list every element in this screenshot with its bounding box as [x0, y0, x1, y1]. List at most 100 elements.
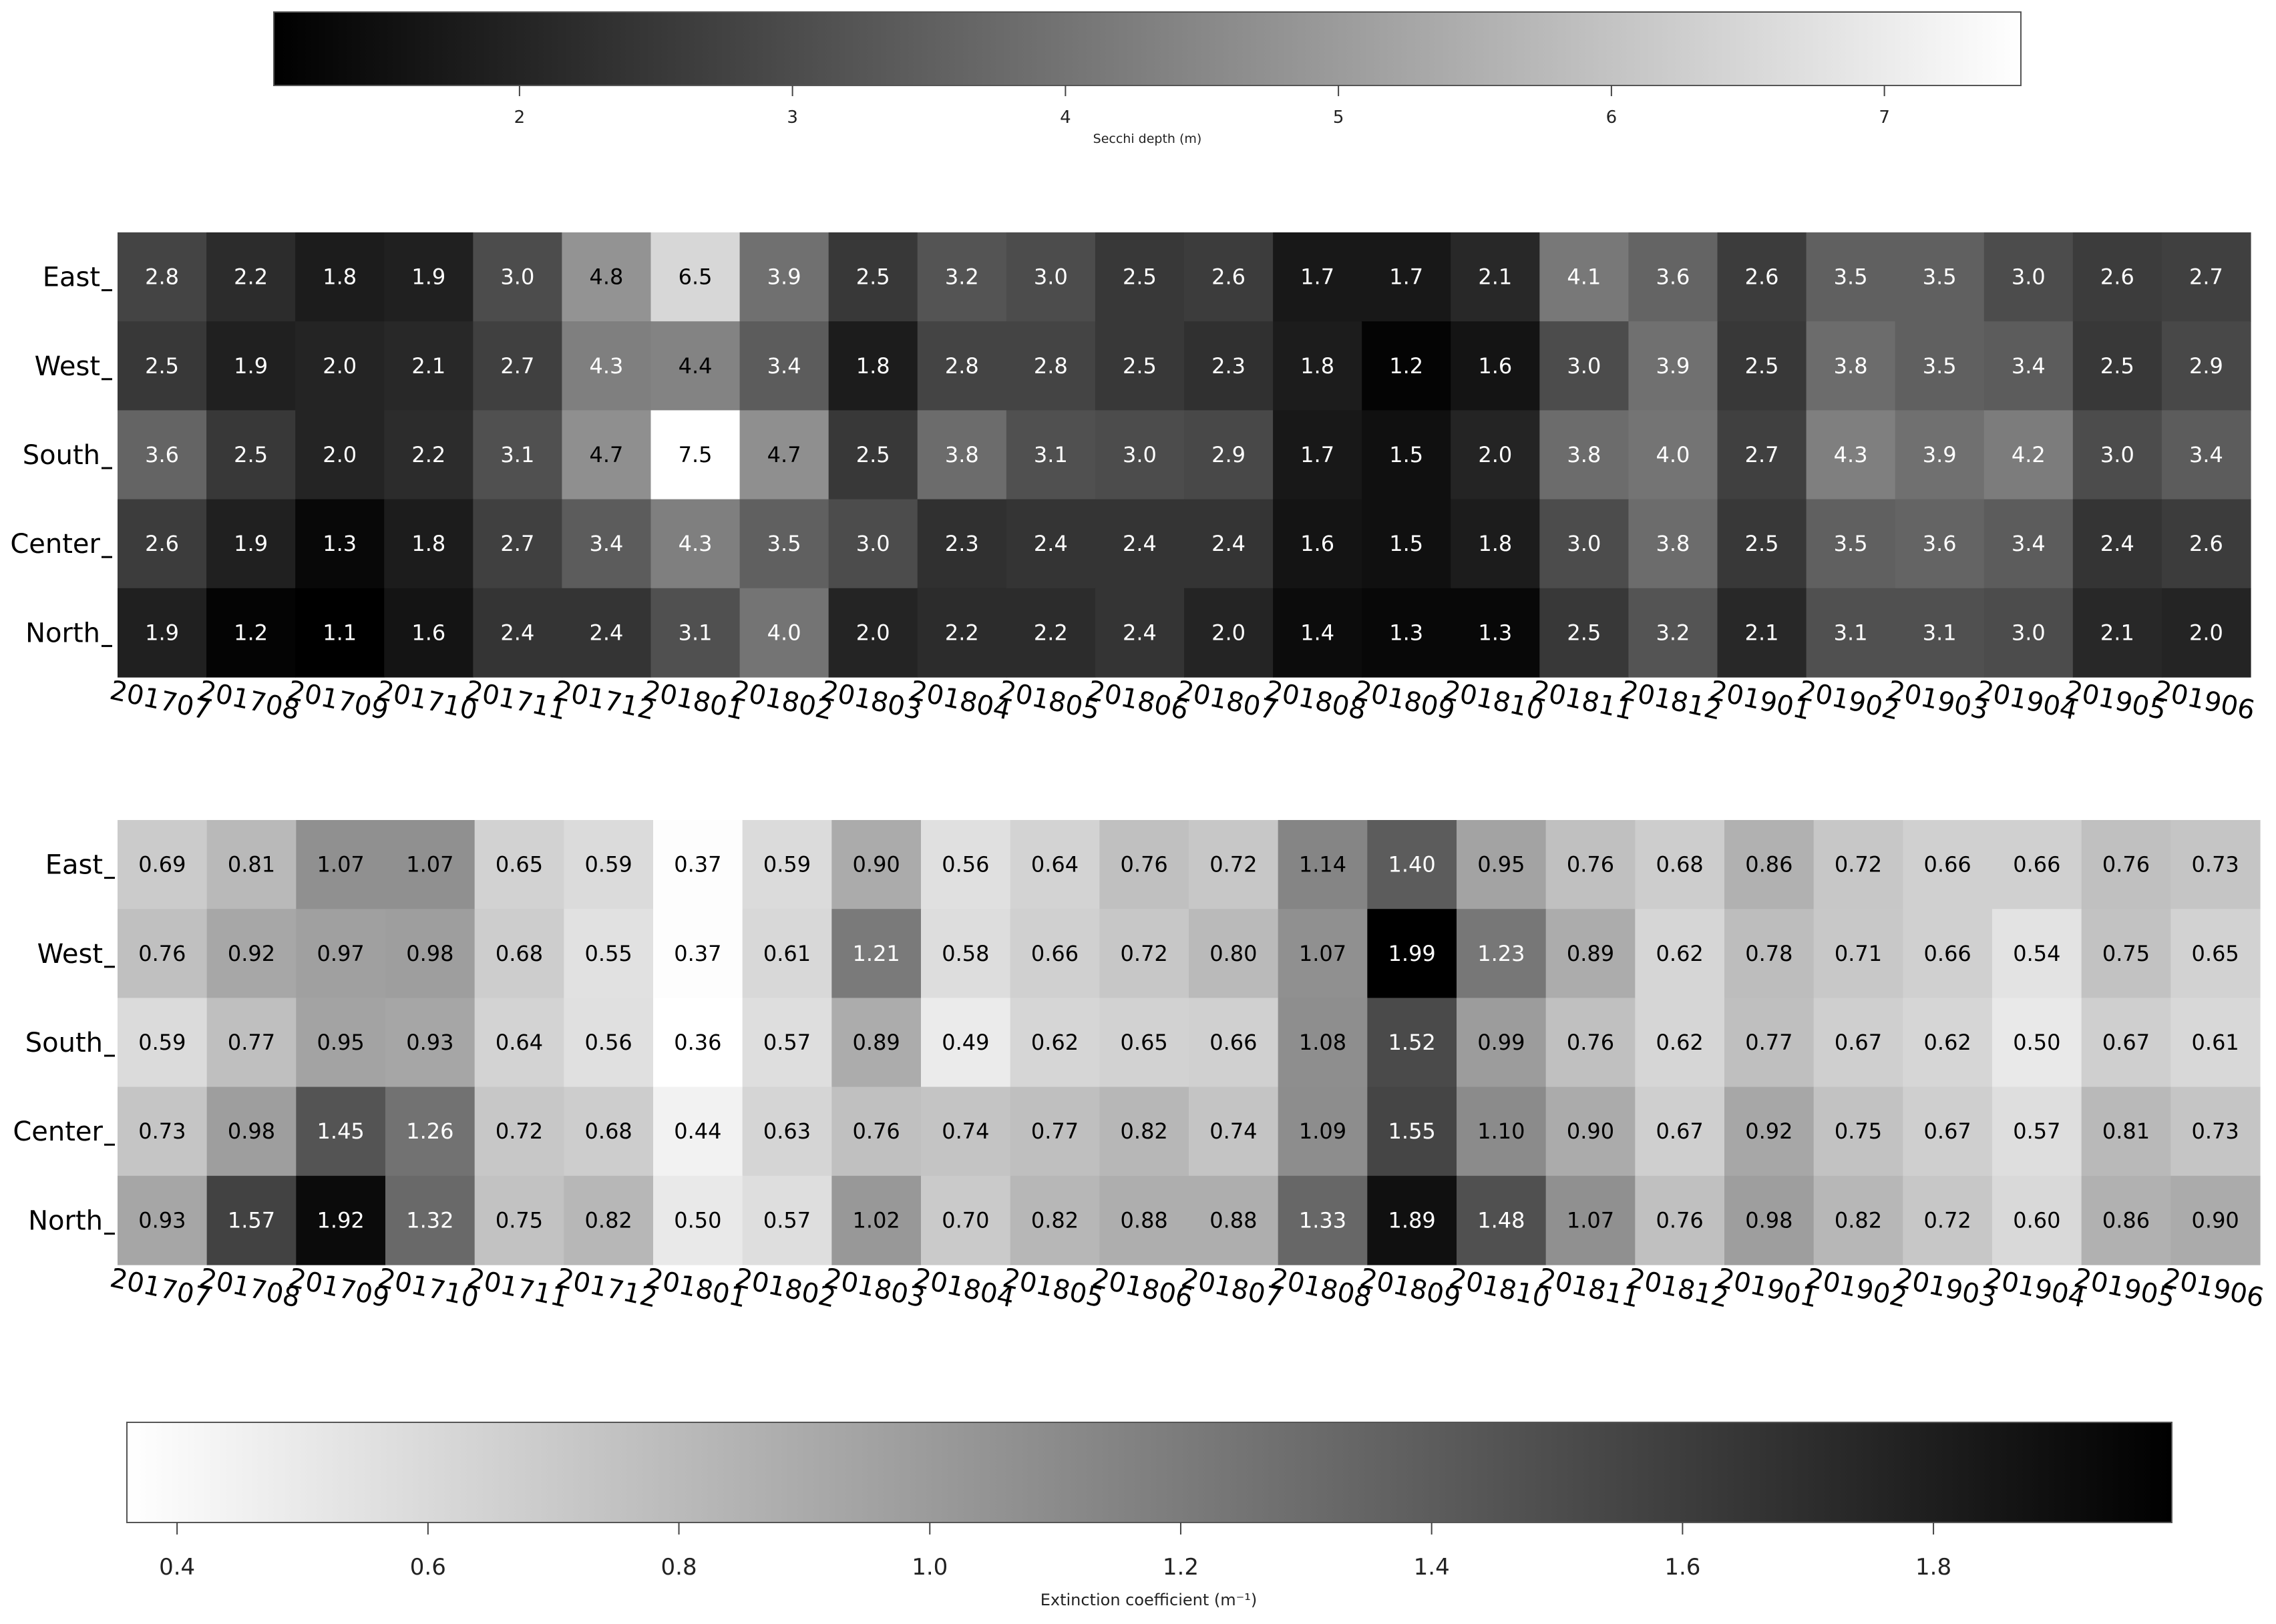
colorbar-tick-label: 1.4 [1414, 1554, 1450, 1581]
cell-value-label: 2.6 [1745, 264, 1779, 290]
cell-value-label: 1.4 [1300, 620, 1334, 645]
cell-value-label: 1.23 [1477, 941, 1525, 966]
cell-value-label: 2.7 [1745, 442, 1779, 467]
cell-value-label: 0.37 [674, 852, 721, 877]
cell-value-label: 0.55 [585, 941, 632, 966]
cell-value-label: 2.2 [945, 620, 979, 645]
cell-value-label: 2.5 [1745, 531, 1779, 556]
cell-value-label: 1.55 [1388, 1119, 1436, 1144]
cell-value-label: 1.26 [406, 1119, 453, 1144]
cell-value-label: 3.9 [767, 264, 801, 290]
cell-value-label: 0.36 [674, 1030, 721, 1055]
cell-value-label: 4.8 [590, 264, 624, 290]
cell-value-label: 0.76 [138, 941, 186, 966]
cell-value-label: 1.9 [145, 620, 179, 645]
cell-value-label: 0.86 [1745, 852, 1792, 877]
cell-value-label: 2.4 [590, 620, 624, 645]
cell-value-label: 0.77 [228, 1030, 275, 1055]
colorbar-tick-label: 1.0 [912, 1554, 948, 1581]
cell-value-label: 1.89 [1388, 1207, 1436, 1233]
cell-value-label: 0.98 [406, 941, 453, 966]
cell-value-label: 4.2 [2012, 442, 2046, 467]
cell-value-label: 0.60 [2013, 1207, 2060, 1233]
cell-value-label: 0.82 [1121, 1119, 1168, 1144]
cell-value-label: 0.72 [1835, 852, 1882, 877]
cell-value-label: 3.0 [856, 531, 890, 556]
extinction-colorbar-ticks: 0.4 0.6 0.8 1.0 1.2 1.4 1.6 1.8 [159, 1522, 1951, 1581]
extinction-colorbar-gradient [127, 1422, 2172, 1522]
cell-value-label: 1.8 [1300, 353, 1334, 379]
cell-value-label: 0.66 [1924, 852, 1971, 877]
cell-value-label: 1.07 [317, 852, 365, 877]
cell-value-label: 0.90 [853, 852, 900, 877]
cell-value-label: 2.2 [234, 264, 268, 290]
cell-value-label: 4.0 [1656, 442, 1690, 467]
cell-value-label: 4.3 [590, 353, 624, 379]
cell-value-label: 2.5 [2100, 353, 2134, 379]
colorbar-tick-label: 1.6 [1664, 1554, 1700, 1581]
cell-value-label: 0.66 [1209, 1030, 1257, 1055]
cell-value-label: 0.59 [138, 1030, 186, 1055]
row-label: East [45, 850, 103, 881]
cell-value-label: 3.6 [1923, 531, 1957, 556]
cell-value-label: 0.97 [317, 941, 365, 966]
cell-value-label: 2.4 [500, 620, 534, 645]
cell-value-label: 0.58 [942, 941, 989, 966]
cell-value-label: 1.92 [317, 1207, 365, 1233]
cell-value-label: 0.93 [406, 1030, 453, 1055]
secchi-colorbar-label: Secchi depth (m) [1093, 132, 1202, 146]
cell-value-label: 1.5 [1389, 531, 1423, 556]
cell-value-label: 3.8 [1834, 353, 1868, 379]
cell-value-label: 4.0 [767, 620, 801, 645]
cell-value-label: 1.3 [323, 531, 357, 556]
cell-value-label: 3.0 [1567, 353, 1601, 379]
cell-value-label: 0.65 [1121, 1030, 1168, 1055]
cell-value-label: 0.64 [1031, 852, 1079, 877]
cell-value-label: 3.9 [1656, 353, 1690, 379]
cell-value-label: 0.54 [2013, 941, 2060, 966]
cell-value-label: 0.78 [1745, 941, 1792, 966]
cell-value-label: 0.81 [228, 852, 275, 877]
cell-value-label: 0.76 [1567, 1030, 1614, 1055]
column-label: 201906 [2160, 1263, 2267, 1314]
cell-value-label: 0.37 [674, 941, 721, 966]
cell-value-label: 2.0 [856, 620, 890, 645]
cell-value-label: 0.93 [138, 1207, 186, 1233]
cell-value-label: 2.3 [945, 531, 979, 556]
cell-value-label: 0.73 [2192, 1119, 2239, 1144]
cell-value-label: 1.14 [1299, 852, 1346, 877]
cell-value-label: 0.62 [1031, 1030, 1079, 1055]
cell-value-label: 3.2 [1656, 620, 1690, 645]
cell-value-label: 3.1 [679, 620, 713, 645]
cell-value-label: 0.66 [1031, 941, 1079, 966]
cell-value-label: 0.80 [1209, 941, 1257, 966]
colorbar-tick-label: 4 [1060, 108, 1071, 128]
cell-value-label: 0.76 [2102, 852, 2150, 877]
cell-value-label: 1.7 [1300, 442, 1334, 467]
column-label: 201906 [2151, 675, 2257, 727]
cell-value-label: 2.4 [2100, 531, 2134, 556]
secchi-colorbar: 234567 Secchi depth (m) [274, 12, 2021, 146]
cell-value-label: 1.7 [1389, 264, 1423, 290]
cell-value-label: 3.0 [2100, 442, 2134, 467]
cell-value-label: 0.88 [1121, 1207, 1168, 1233]
cell-value-label: 0.72 [1209, 852, 1257, 877]
cell-value-label: 0.76 [853, 1119, 900, 1144]
cell-value-label: 0.92 [228, 941, 275, 966]
row-label: South [23, 440, 100, 471]
cell-value-label: 1.7 [1300, 264, 1334, 290]
colorbar-tick-label: 7 [1879, 108, 1890, 128]
cell-value-label: 3.5 [1834, 264, 1868, 290]
cell-value-label: 3.1 [500, 442, 534, 467]
cell-value-label: 1.09 [1299, 1119, 1346, 1144]
cell-value-label: 2.4 [1123, 531, 1157, 556]
secchi-heatmap: 2.8 2.2 1.8 1.9 3.0 4.8 6.5 3.9 2.5 3.2 3.0 2.5 2.6 1… [10, 232, 2257, 727]
extinction-colorbar: 0.4 0.6 0.8 1.0 1.2 1.4 1.6 1.8 Extinction coef… [127, 1422, 2172, 1609]
cell-value-label: 1.6 [411, 620, 445, 645]
cell-value-label: 2.7 [2189, 264, 2223, 290]
cell-value-label: 0.63 [763, 1119, 811, 1144]
cell-value-label: 3.8 [945, 442, 979, 467]
cell-value-label: 2.6 [2189, 531, 2223, 556]
cell-value-label: 0.76 [1567, 852, 1614, 877]
cell-value-label: 2.3 [1211, 353, 1246, 379]
